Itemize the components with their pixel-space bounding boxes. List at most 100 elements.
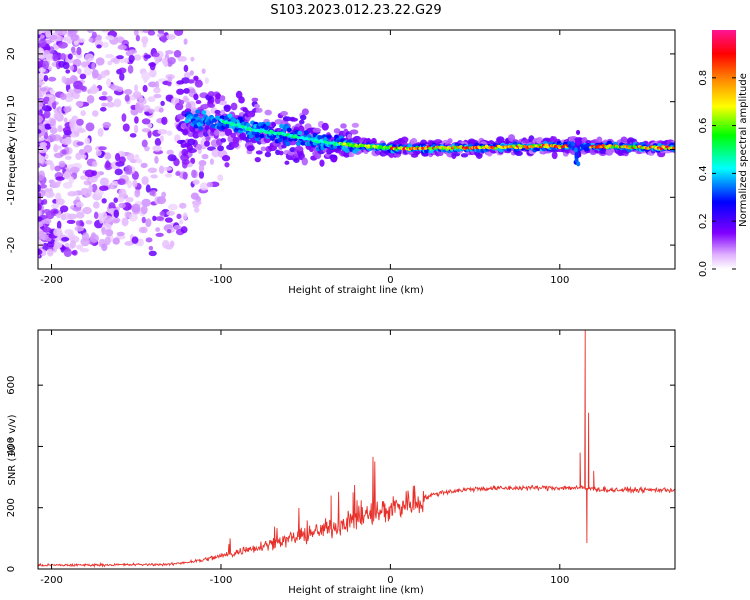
heatmap-cell bbox=[62, 61, 70, 70]
heatmap-cell bbox=[245, 122, 251, 128]
heatmap-cell bbox=[127, 180, 132, 189]
heatmap-cell bbox=[155, 232, 164, 237]
heatmap-cell bbox=[116, 55, 124, 60]
heatmap-cell bbox=[98, 146, 107, 151]
heatmap-cell bbox=[69, 166, 80, 173]
heatmap-cell bbox=[127, 64, 134, 74]
heatmap-cell bbox=[182, 171, 188, 180]
heatmap-cell bbox=[400, 136, 409, 143]
heatmap-cell bbox=[67, 53, 73, 60]
heatmap-cell bbox=[147, 30, 156, 36]
heatmap-cell bbox=[43, 74, 49, 82]
heatmap-cell bbox=[69, 240, 76, 249]
heatmap-cell bbox=[82, 206, 92, 215]
heatmap-cell bbox=[67, 191, 77, 197]
heatmap-cell bbox=[189, 70, 194, 76]
heatmap-cell bbox=[263, 125, 269, 131]
heatmap-cell bbox=[83, 144, 93, 153]
heatmap-cell bbox=[141, 128, 151, 133]
heatmap-cell bbox=[192, 203, 200, 209]
heatmap-cell bbox=[38, 174, 44, 182]
heatmap-cell bbox=[44, 191, 55, 199]
heatmap-cell bbox=[147, 167, 158, 174]
heatmap-cell bbox=[129, 133, 137, 138]
heatmap-cell bbox=[49, 126, 58, 135]
heatmap-cell bbox=[60, 53, 66, 61]
heatmap-cell bbox=[317, 135, 323, 140]
heatmap-cell bbox=[102, 42, 109, 48]
heatmap-cell bbox=[164, 217, 173, 223]
heatmap-cell bbox=[138, 97, 147, 106]
heatmap-cell bbox=[55, 176, 65, 181]
heatmap-cell bbox=[72, 249, 78, 256]
heatmap-cell bbox=[293, 157, 300, 163]
heatmap-cell bbox=[447, 138, 453, 144]
heatmap-cell bbox=[89, 86, 98, 95]
heatmap-cell bbox=[247, 112, 256, 118]
colorbar-tick-label: 0.6 bbox=[698, 118, 709, 134]
heatmap-cell bbox=[224, 128, 233, 137]
heatmap-cell bbox=[99, 177, 110, 187]
heatmap-cell bbox=[59, 205, 69, 213]
heatmap-cell bbox=[248, 133, 254, 139]
heatmap-cell bbox=[67, 30, 77, 38]
heatmap-cell bbox=[160, 100, 165, 106]
heatmap-cell bbox=[119, 72, 125, 81]
heatmap-cell bbox=[211, 149, 220, 158]
heatmap-cell bbox=[104, 236, 111, 246]
heatmap-cell bbox=[121, 217, 129, 227]
heatmap-cell bbox=[156, 196, 167, 205]
heatmap-cell bbox=[65, 92, 72, 98]
heatmap-cell bbox=[153, 87, 161, 94]
colorbar-ticks: 0.0 0.2 0.4 0.6 0.8 bbox=[698, 70, 736, 277]
heatmap-cell bbox=[101, 243, 108, 252]
heatmap-cell bbox=[101, 30, 109, 33]
heatmap-cell bbox=[93, 211, 99, 220]
heatmap-cell bbox=[91, 69, 99, 79]
y-tick-label: 400 bbox=[6, 437, 17, 456]
heatmap-cell bbox=[246, 145, 255, 152]
heatmap-cell bbox=[38, 222, 44, 228]
heatmap-cell bbox=[201, 68, 206, 74]
heatmap-cell bbox=[189, 88, 196, 94]
heatmap-cell bbox=[154, 155, 159, 164]
heatmap-cell bbox=[333, 128, 341, 134]
heatmap-cell bbox=[206, 181, 214, 188]
heatmap-cell bbox=[224, 162, 230, 168]
heatmap-cell bbox=[92, 201, 100, 209]
heatmap-cell bbox=[47, 76, 57, 82]
heatmap-cell bbox=[223, 104, 231, 112]
heatmap-cell bbox=[158, 107, 164, 113]
heatmap-cell bbox=[671, 146, 675, 150]
heatmap-cell bbox=[44, 188, 50, 193]
heatmap-cell bbox=[91, 170, 97, 176]
heatmap-cell bbox=[124, 94, 130, 102]
heatmap-cell bbox=[215, 115, 221, 120]
heatmap-cell bbox=[88, 184, 93, 193]
heatmap-cell bbox=[574, 139, 579, 145]
heatmap-cell bbox=[84, 137, 91, 145]
heatmap-cell bbox=[45, 30, 51, 38]
heatmap-cell bbox=[99, 185, 109, 191]
heatmap-cell bbox=[165, 34, 176, 40]
x-tick-label: 0 bbox=[387, 575, 393, 586]
heatmap-cell bbox=[101, 211, 108, 220]
heatmap-cell bbox=[187, 79, 195, 84]
heatmap-cell bbox=[201, 153, 209, 160]
heatmap-cell bbox=[72, 92, 80, 100]
colorbar-tick-label: 0.2 bbox=[698, 213, 709, 229]
x-tick-label: -100 bbox=[210, 275, 233, 286]
heatmap-cell bbox=[141, 176, 149, 185]
heatmap-cell bbox=[38, 184, 41, 193]
heatmap-cell bbox=[147, 122, 153, 129]
heatmap-cell bbox=[134, 116, 139, 124]
heatmap-cell bbox=[154, 58, 159, 65]
heatmap-cell bbox=[191, 169, 197, 178]
heatmap-cell bbox=[75, 244, 84, 250]
heatmap-cell bbox=[160, 35, 168, 43]
heatmap-cell bbox=[460, 153, 469, 158]
heatmap-cell bbox=[176, 213, 182, 220]
spectrogram-area bbox=[38, 30, 675, 259]
heatmap-cell bbox=[167, 80, 172, 87]
